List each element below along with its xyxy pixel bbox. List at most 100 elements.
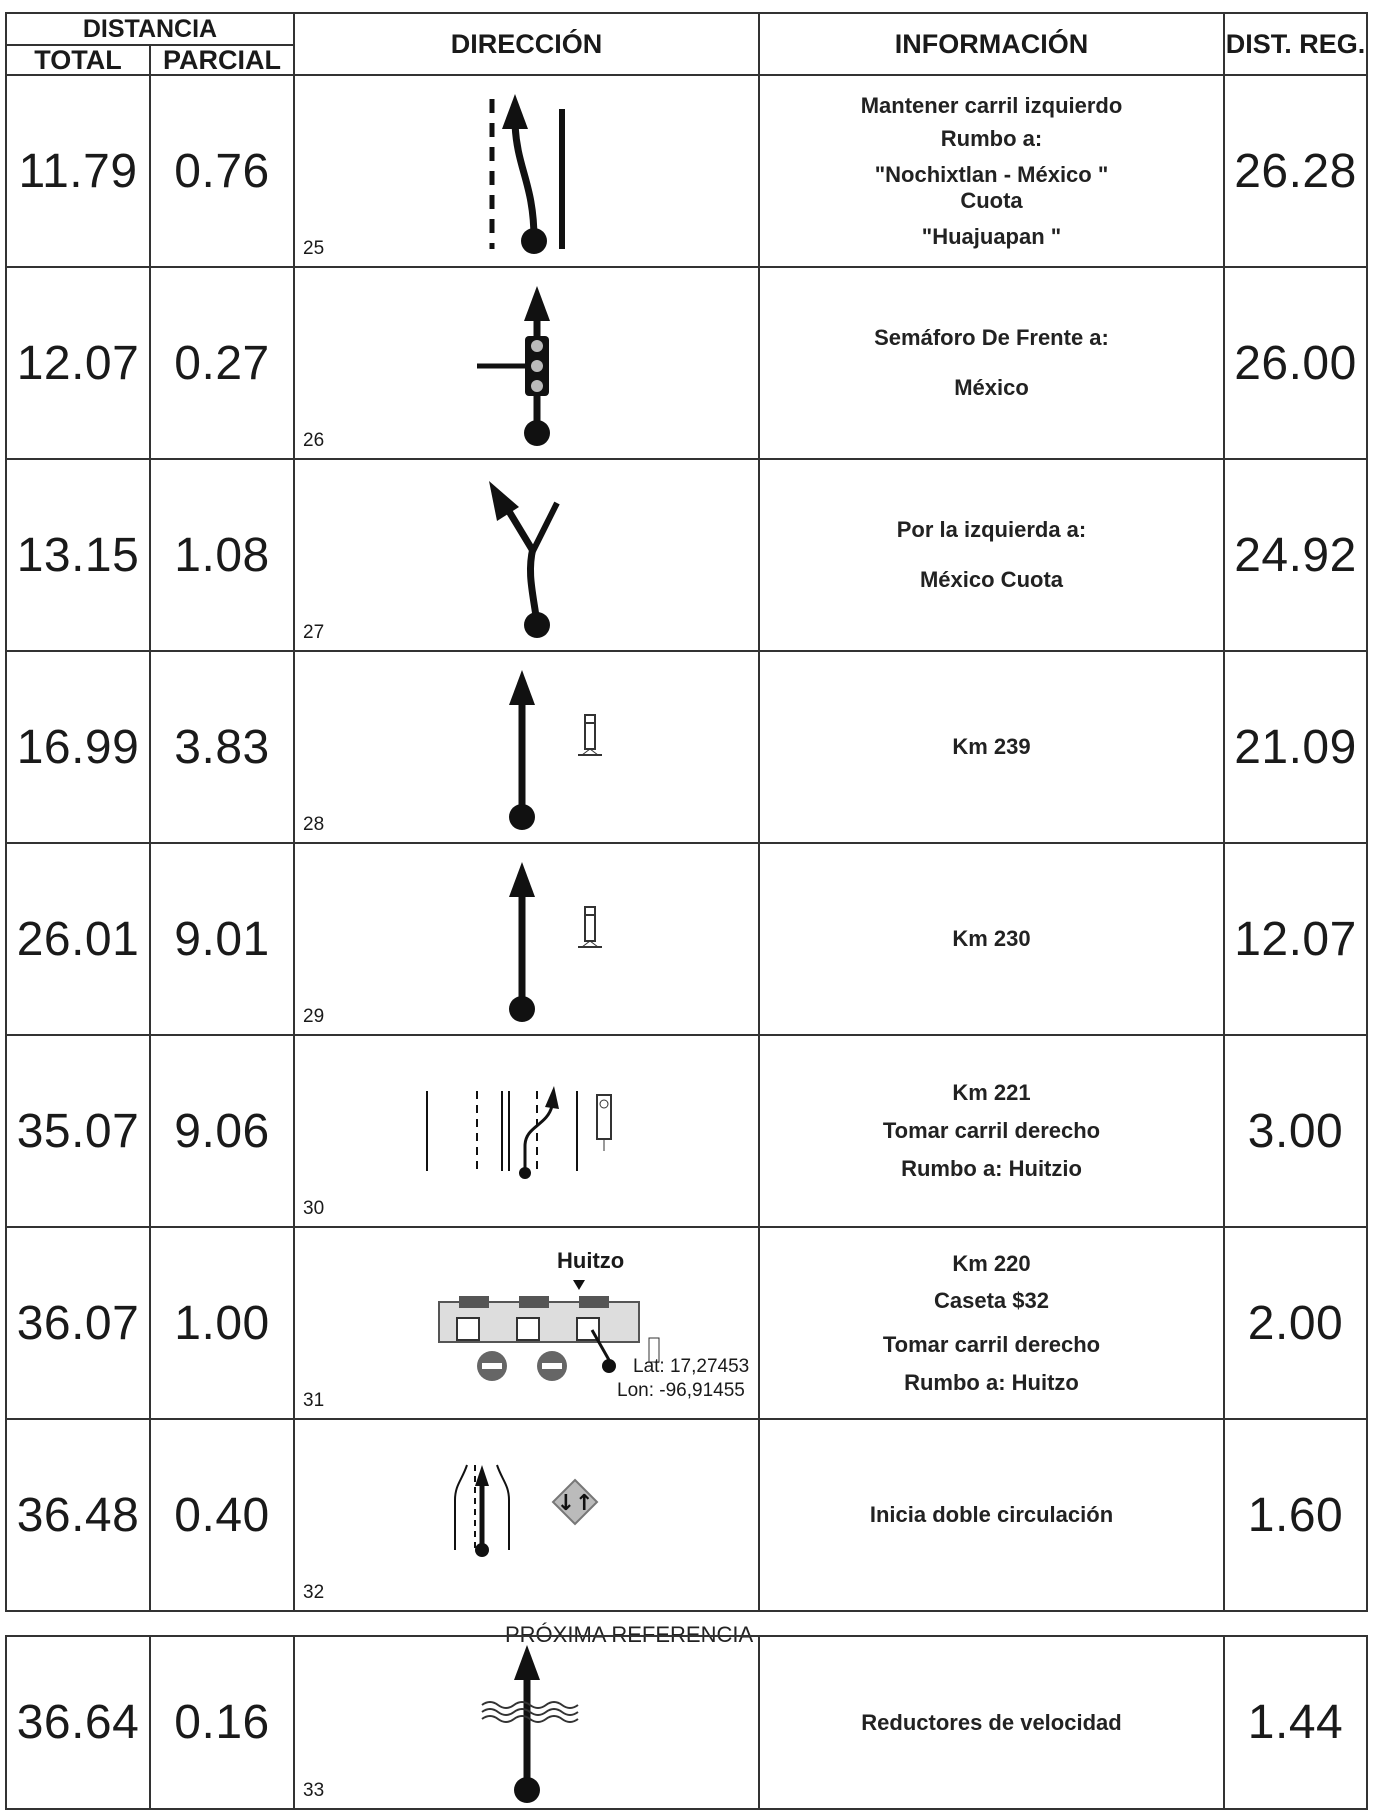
speed-bumps-icon <box>480 1645 579 1803</box>
table-row: 13.15 1.08 27 Por la izquierda a: México… <box>5 460 1368 652</box>
step-number: 26 <box>303 430 325 451</box>
fork-left-icon <box>488 480 560 638</box>
info-cell: Semáforo De Frente a: México <box>760 268 1225 458</box>
info-line: Rumbo a: <box>940 126 1043 152</box>
info-cell: Km 230 <box>760 844 1225 1034</box>
info-cell: Por la izquierda a: México Cuota <box>760 460 1225 650</box>
info-line: México Cuota <box>919 567 1064 592</box>
info-line: Cuota <box>960 187 1023 213</box>
remaining-distance: 2.00 <box>1247 1296 1344 1350</box>
table-row: 36.48 0.40 32 ↓↑ Inicia doble circulació… <box>5 1420 1368 1612</box>
two-way-traffic-icon: ↓↑ <box>453 1464 598 1557</box>
direction-cell: 29 <box>295 844 760 1034</box>
step-number: 28 <box>303 814 325 835</box>
remaining-distance: 24.92 <box>1234 528 1357 582</box>
step-number: 33 <box>303 1780 325 1801</box>
total-distance: 13.15 <box>16 528 140 582</box>
toll-location-label: Huitzo <box>557 1248 625 1273</box>
remaining-distance: 1.60 <box>1247 1488 1344 1542</box>
remaining-distance: 26.00 <box>1234 336 1357 390</box>
info-line: Tomar carril derecho <box>882 1332 1101 1357</box>
total-distance: 11.79 <box>18 144 138 198</box>
traffic-light-icon <box>476 285 550 446</box>
info-line: Km 220 <box>952 1250 1031 1276</box>
total-distance: 36.48 <box>16 1488 140 1542</box>
partial-distance: 3.83 <box>174 720 270 774</box>
info-line: Semáforo De Frente a: <box>874 325 1109 351</box>
direction-cell: 26 <box>295 268 760 458</box>
table-row: 12.07 0.27 26 Semáforo De Frente a: Méxi… <box>5 268 1368 460</box>
step-number: 27 <box>303 622 325 643</box>
step-number: 32 <box>303 1582 325 1603</box>
direction-cell: 27 <box>295 460 760 650</box>
partial-distance: 1.00 <box>174 1296 270 1350</box>
total-distance: 36.64 <box>16 1696 140 1749</box>
next-reference-separator: PRÓXIMA REFERENCIA <box>0 1612 1363 1672</box>
total-distance: 16.99 <box>16 720 140 774</box>
table-row: 11.79 0.76 25 Mantener carril izquierdo … <box>5 76 1368 268</box>
total-distance: 26.01 <box>16 912 140 966</box>
info-line: Tomar carril derecho <box>882 1118 1101 1144</box>
info-cell: Km 239 <box>760 652 1225 842</box>
remaining-distance: 1.44 <box>1247 1696 1344 1749</box>
info-line: Por la izquierda a: <box>896 517 1087 543</box>
header-dist-reg: DIST. REG. <box>1225 28 1366 59</box>
remaining-distance: 26.28 <box>1234 144 1357 198</box>
total-distance: 35.07 <box>16 1104 140 1158</box>
svg-text:↓↑: ↓↑ <box>556 1491 593 1516</box>
partial-distance: 9.01 <box>174 912 270 966</box>
info-cell: Inicia doble circulación <box>760 1420 1225 1610</box>
direction-cell: 32 ↓↑ <box>295 1420 760 1610</box>
header-parcial: PARCIAL <box>151 44 295 76</box>
partial-distance: 1.08 <box>174 528 270 582</box>
header-total: TOTAL <box>7 44 151 76</box>
lane-change-right-icon <box>425 1086 612 1179</box>
info-line: Reductores de velocidad <box>861 1709 1122 1735</box>
table-row: 36.07 1.00 31 Huitzo <box>5 1228 1368 1420</box>
table-header: DISTANCIA TOTAL PARCIAL DIRECCIÓN INFORM… <box>5 12 1368 76</box>
next-reference-label: PRÓXIMA REFERENCIA <box>505 1622 754 1647</box>
header-distancia: DISTANCIA <box>7 14 295 46</box>
step-number: 30 <box>303 1198 325 1219</box>
table-row: 26.01 9.01 29 Km 230 12.07 <box>5 844 1368 1036</box>
info-line: Rumbo a: Huitzio <box>901 1155 1082 1181</box>
toll-latitude: Lat: 17,27453 <box>633 1356 750 1377</box>
info-line: Km 239 <box>952 734 1031 760</box>
remaining-distance: 12.07 <box>1234 912 1357 966</box>
direction-cell: 28 <box>295 652 760 842</box>
info-line: Rumbo a: Huitzo <box>904 1369 1079 1395</box>
info-line: "Huajuapan " <box>921 223 1062 249</box>
total-distance: 12.07 <box>16 336 140 390</box>
direction-cell: 33 <box>295 1637 760 1808</box>
info-cell: Mantener carril izquierdo Rumbo a: "Noch… <box>760 76 1225 266</box>
partial-distance: 0.27 <box>174 336 270 390</box>
partial-distance: 0.16 <box>174 1696 270 1749</box>
partial-distance: 0.40 <box>174 1488 270 1542</box>
info-line: Km 230 <box>952 926 1031 952</box>
roadbook-table: DISTANCIA TOTAL PARCIAL DIRECCIÓN INFORM… <box>5 12 1368 1612</box>
info-cell: Reductores de velocidad <box>760 1637 1225 1808</box>
total-distance: 36.07 <box>16 1296 140 1350</box>
direction-cell: 30 <box>295 1036 760 1226</box>
partial-distance: 9.06 <box>174 1104 270 1158</box>
remaining-distance: 21.09 <box>1234 720 1357 774</box>
info-line: Caseta $32 <box>934 1288 1049 1314</box>
table-row: 35.07 9.06 30 Km 221 Tomar carril derech… <box>5 1036 1368 1228</box>
lane-keep-left-icon <box>489 93 565 254</box>
info-line: Km 221 <box>952 1080 1031 1106</box>
direction-cell: 31 Huitzo <box>295 1228 760 1418</box>
step-number: 25 <box>303 238 325 259</box>
table-row: 36.64 0.16 33 Reductores de velocidad 1.… <box>5 1635 1368 1810</box>
header-direccion: DIRECCIÓN <box>295 14 760 74</box>
toll-booth-icon <box>438 1280 660 1381</box>
straight-km-post-icon <box>508 669 602 830</box>
info-line: Inicia doble circulación <box>869 1502 1114 1528</box>
straight-km-post-icon <box>508 861 602 1022</box>
info-line: México <box>954 375 1029 400</box>
info-cell: Km 220 Caseta $32 Tomar carril derecho R… <box>760 1228 1225 1418</box>
partial-distance: 0.76 <box>174 144 270 198</box>
direction-cell: 25 <box>295 76 760 266</box>
toll-longitude: Lon: -96,91455 <box>617 1380 745 1401</box>
remaining-distance: 3.00 <box>1247 1104 1344 1158</box>
step-number: 29 <box>303 1006 325 1027</box>
